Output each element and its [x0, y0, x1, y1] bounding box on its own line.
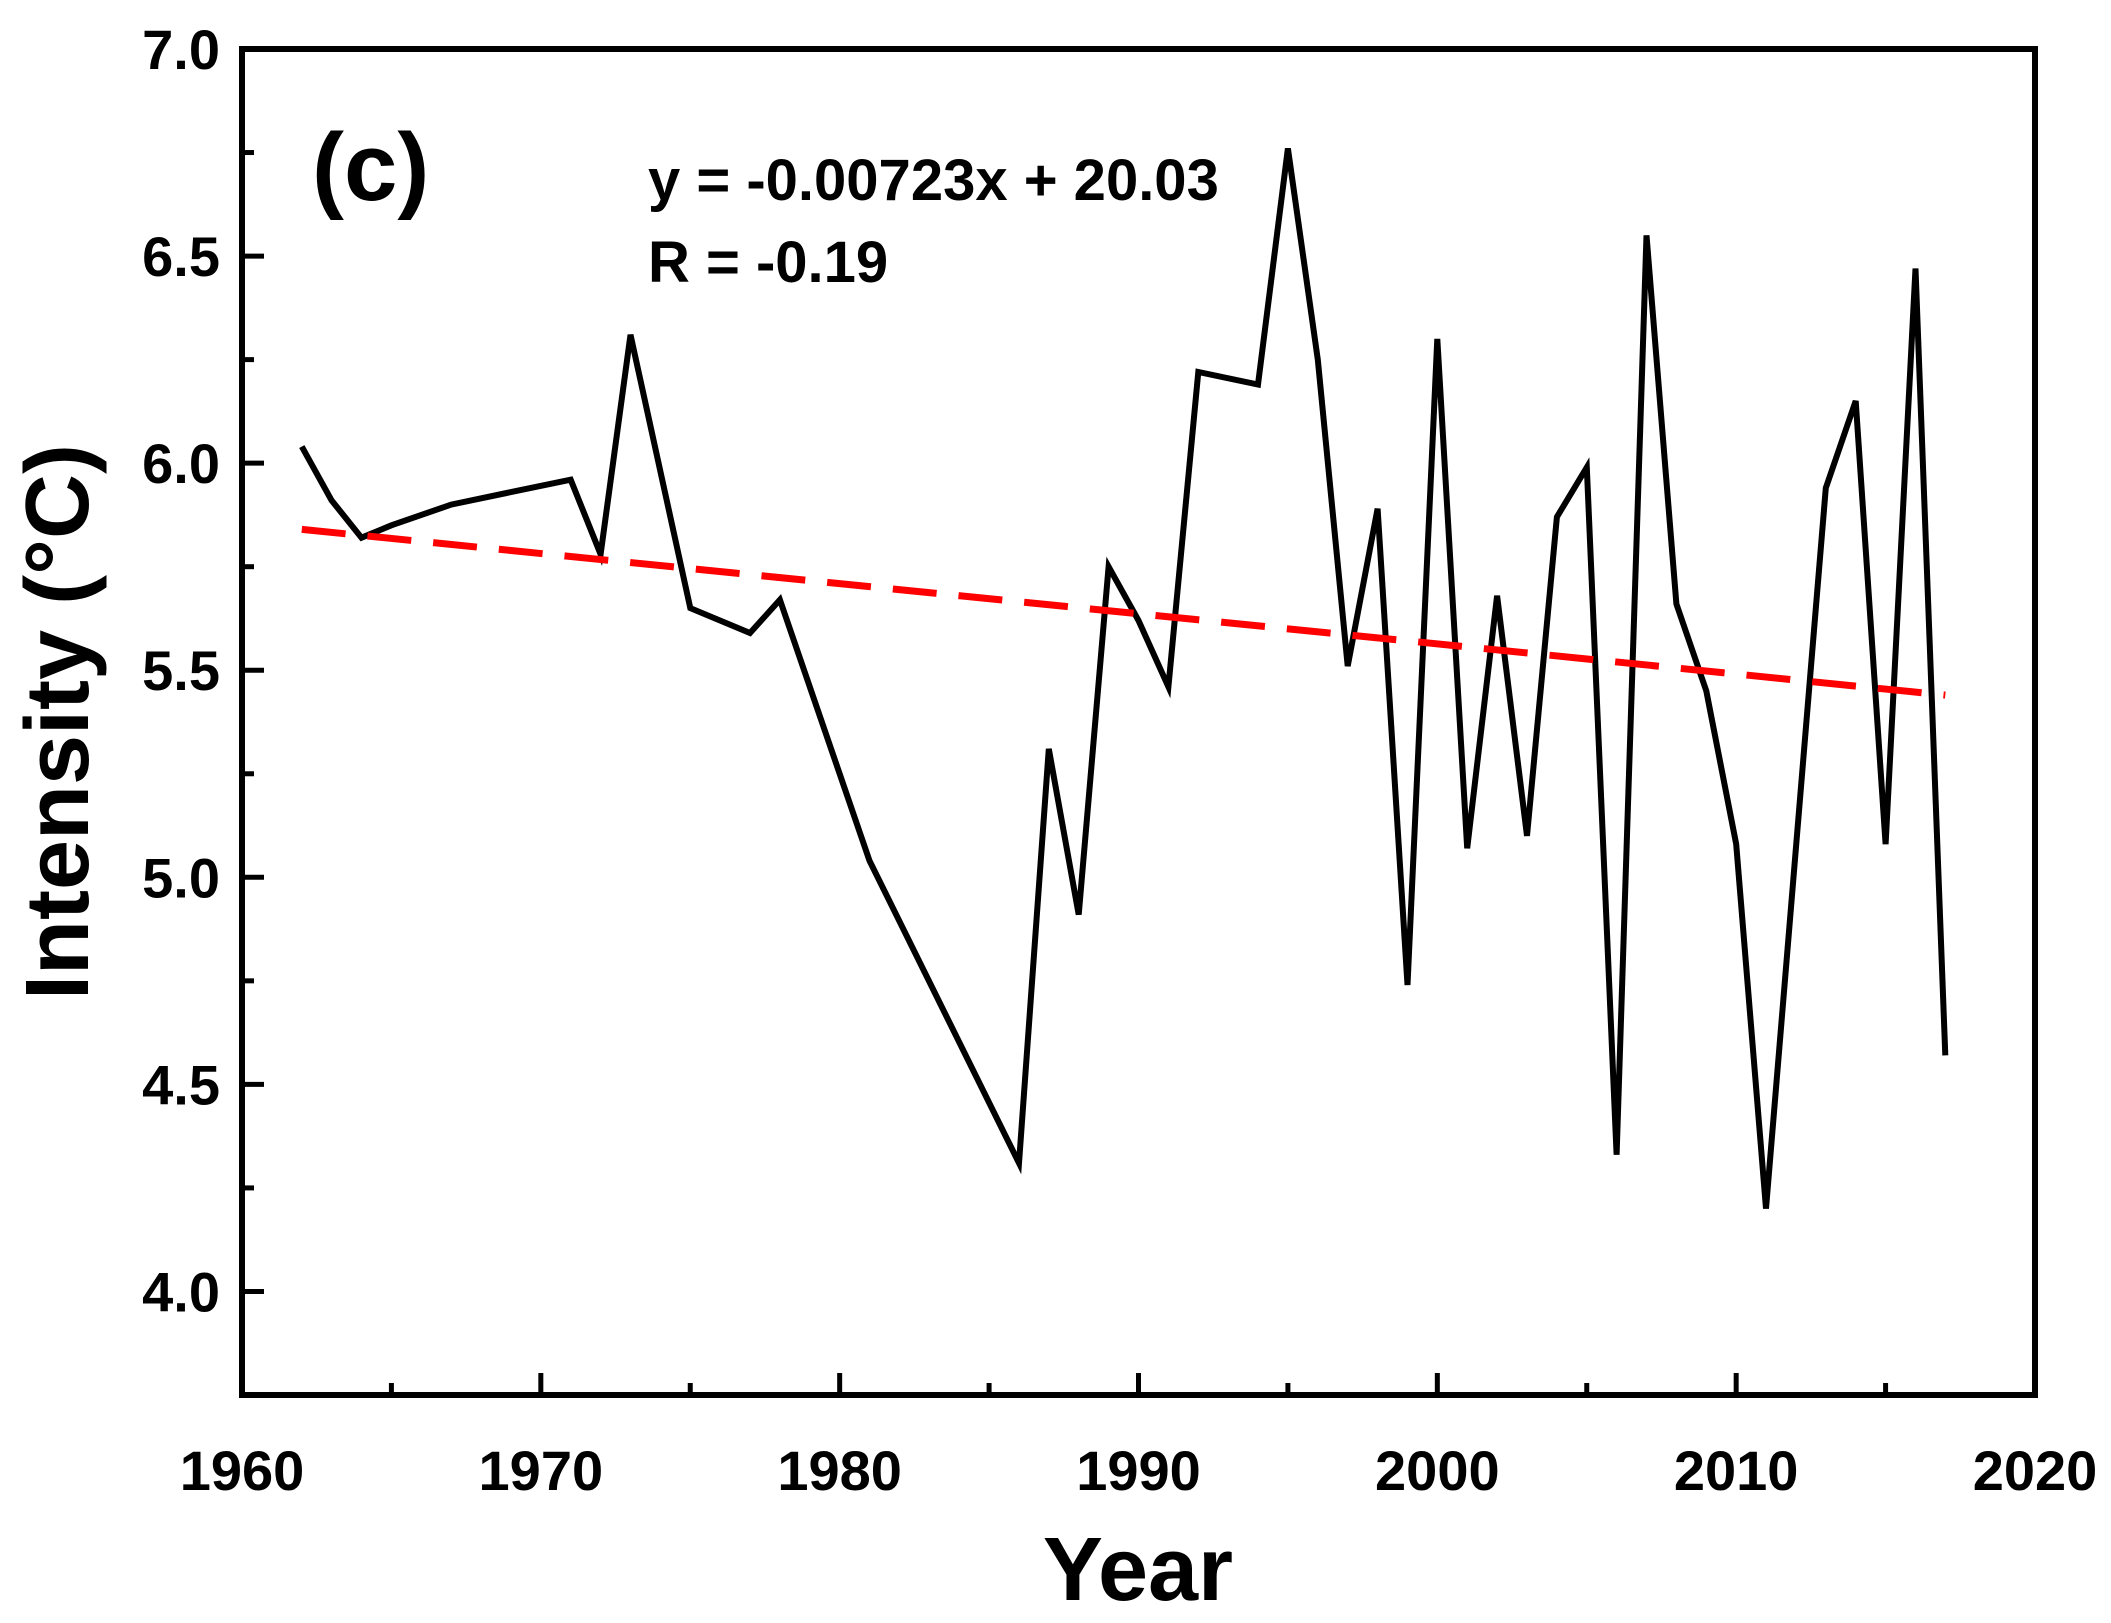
- y-tick-label: 5.5: [142, 639, 220, 702]
- y-axis-title: Intensity (°C): [8, 444, 108, 1000]
- x-tick-label: 1980: [777, 1439, 902, 1502]
- x-tick-label: 2000: [1375, 1439, 1500, 1502]
- y-tick-label: 6.0: [142, 432, 220, 495]
- y-axis-ticks: 4.0 4.5 5.0 5.5 6.0 6.5 7.0: [142, 18, 264, 1323]
- regression-equation: y = -0.00723x + 20.03: [648, 148, 1219, 213]
- y-tick-label: 4.0: [142, 1260, 220, 1323]
- x-tick-label: 1960: [180, 1439, 305, 1502]
- x-tick-label: 2010: [1674, 1439, 1799, 1502]
- x-tick-label: 1990: [1076, 1439, 1201, 1502]
- x-tick-label: 1970: [479, 1439, 604, 1502]
- x-axis-title: Year: [1043, 1520, 1233, 1620]
- x-axis-ticks: 1960 1970 1980 1990 2000 2010 2020: [180, 1373, 2098, 1502]
- series-layer: [299, 147, 1949, 1209]
- y-tick-label: 6.5: [142, 225, 220, 288]
- y-tick-label: 4.5: [142, 1053, 220, 1116]
- correlation-coefficient: R = -0.19: [648, 230, 888, 295]
- x-tick-label: 2020: [1973, 1439, 2098, 1502]
- y-tick-label: 5.0: [142, 846, 220, 909]
- trend-line: [301, 525, 1946, 699]
- panel-label: (c): [312, 114, 429, 221]
- intensity-series-line: [299, 147, 1949, 1209]
- y-tick-label: 7.0: [142, 18, 220, 81]
